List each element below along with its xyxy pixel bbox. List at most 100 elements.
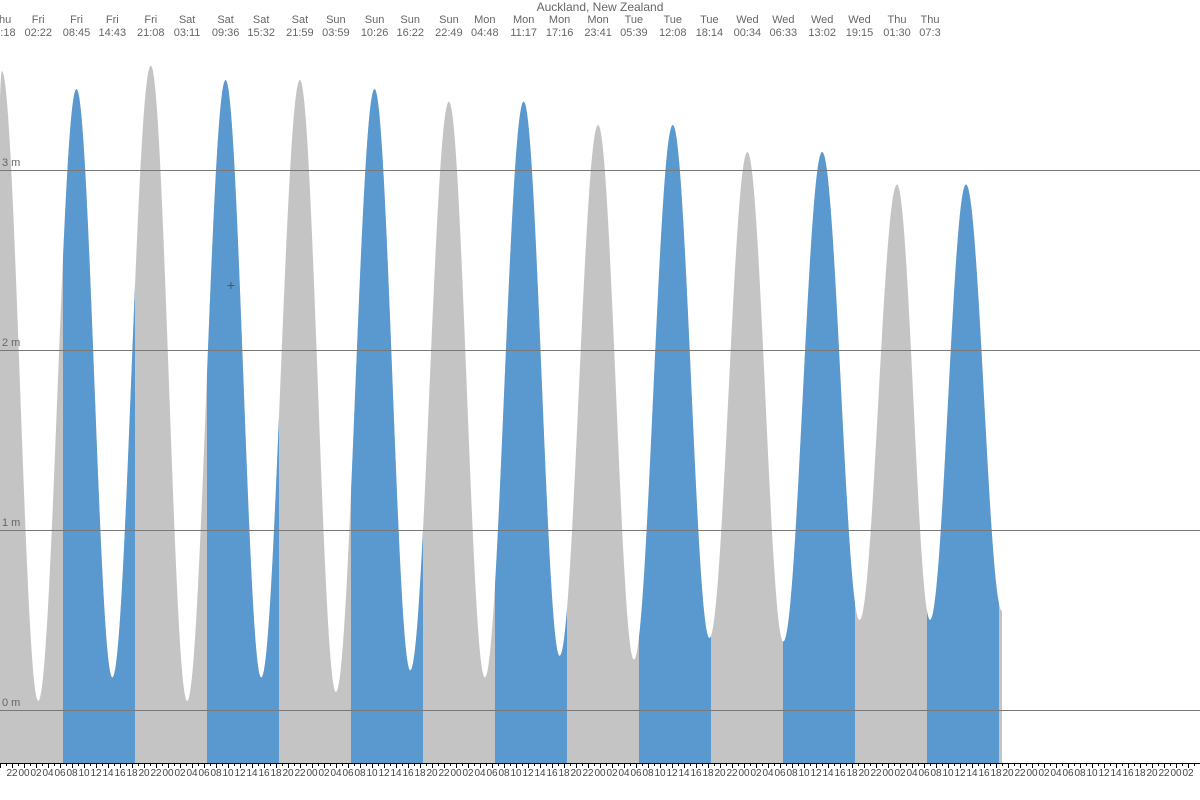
x-axis-label: 16	[402, 768, 413, 779]
x-tick	[246, 764, 247, 766]
x-tick	[966, 764, 967, 766]
extrema-label: Thu07:3	[905, 14, 955, 40]
x-tick	[1146, 764, 1147, 766]
y-axis-label: 2 m	[2, 337, 20, 350]
x-tick	[810, 764, 811, 766]
x-tick	[1182, 764, 1183, 766]
x-axis-label: 08	[66, 768, 77, 779]
x-axis-label: 22	[726, 768, 737, 779]
x-tick	[126, 764, 127, 766]
x-tick	[102, 764, 103, 766]
x-tick	[534, 764, 535, 766]
x-tick	[486, 764, 487, 766]
x-axis-label: 02	[1182, 768, 1193, 779]
x-axis-label: 06	[486, 768, 497, 779]
x-tick	[714, 764, 715, 766]
x-tick	[690, 764, 691, 766]
x-axis-label: 06	[630, 768, 641, 779]
x-tick	[618, 764, 619, 766]
x-tick	[1086, 764, 1087, 766]
x-axis-label: 16	[978, 768, 989, 779]
y-axis-label: 0 m	[2, 697, 20, 710]
x-tick	[858, 764, 859, 766]
x-axis-label: 20	[282, 768, 293, 779]
x-tick	[294, 764, 295, 766]
x-axis-label: 00	[306, 768, 317, 779]
x-tick	[1050, 764, 1051, 766]
x-axis-label: 04	[618, 768, 629, 779]
x-tick	[234, 764, 235, 766]
x-tick	[318, 764, 319, 766]
x-axis-label: 00	[738, 768, 749, 779]
x-axis-label: 08	[498, 768, 509, 779]
x-axis-label: 18	[990, 768, 1001, 779]
x-tick	[1122, 764, 1123, 766]
x-tick	[90, 764, 91, 766]
x-tick	[930, 764, 931, 766]
x-axis-label: 14	[822, 768, 833, 779]
x-tick	[510, 764, 511, 766]
x-tick	[1194, 764, 1195, 766]
x-axis-label: 16	[258, 768, 269, 779]
x-tick	[798, 764, 799, 766]
tide-curve	[0, 44, 1200, 782]
x-axis-label: 00	[1026, 768, 1037, 779]
x-axis-label: 20	[1002, 768, 1013, 779]
x-tick	[774, 764, 775, 766]
x-axis-label: 14	[102, 768, 113, 779]
x-tick	[186, 764, 187, 766]
x-tick	[726, 764, 727, 766]
x-axis-label: 04	[762, 768, 773, 779]
x-axis-label: 14	[390, 768, 401, 779]
chart-title: Auckland, New Zealand	[0, 0, 1200, 14]
x-axis-label: 22	[1014, 768, 1025, 779]
x-axis-label: 12	[1098, 768, 1109, 779]
x-axis-label: 06	[774, 768, 785, 779]
x-axis-label: 12	[666, 768, 677, 779]
x-axis-label: 16	[1122, 768, 1133, 779]
x-tick	[906, 764, 907, 766]
x-tick	[1038, 764, 1039, 766]
x-axis-label: 12	[90, 768, 101, 779]
x-tick	[366, 764, 367, 766]
cursor-crosshair: +	[227, 279, 235, 295]
x-axis-label: 20	[138, 768, 149, 779]
y-axis-label: 1 m	[2, 517, 20, 530]
x-tick	[138, 764, 139, 766]
x-tick	[678, 764, 679, 766]
x-axis-label: 02	[318, 768, 329, 779]
x-axis-label: 12	[810, 768, 821, 779]
x-axis-label: 18	[1134, 768, 1145, 779]
x-tick	[390, 764, 391, 766]
x-tick	[222, 764, 223, 766]
x-tick	[78, 764, 79, 766]
x-axis-label: 18	[414, 768, 425, 779]
x-tick	[66, 764, 67, 766]
x-tick	[978, 764, 979, 766]
x-tick	[594, 764, 595, 766]
x-axis-label: 22	[294, 768, 305, 779]
x-axis-label: 00	[162, 768, 173, 779]
extrema-time-labels: Thu20:18Fri02:22Fri08:45Fri14:43Fri21:08…	[0, 14, 1200, 42]
x-tick	[558, 764, 559, 766]
x-tick	[750, 764, 751, 766]
x-axis-label: 10	[366, 768, 377, 779]
x-axis-label: 12	[954, 768, 965, 779]
x-tick	[450, 764, 451, 766]
x-axis-label: 16	[546, 768, 557, 779]
x-axis-label: 06	[198, 768, 209, 779]
x-tick	[306, 764, 307, 766]
x-axis-label: 06	[1062, 768, 1073, 779]
x-axis-label: 14	[678, 768, 689, 779]
x-tick	[786, 764, 787, 766]
x-axis-label: 08	[210, 768, 221, 779]
x-axis-label: 14	[246, 768, 257, 779]
x-tick	[438, 764, 439, 766]
x-tick	[114, 764, 115, 766]
x-axis-label: 06	[918, 768, 929, 779]
x-tick	[42, 764, 43, 766]
x-tick	[474, 764, 475, 766]
x-tick	[282, 764, 283, 766]
x-axis-label: 14	[534, 768, 545, 779]
x-axis-label: 12	[378, 768, 389, 779]
